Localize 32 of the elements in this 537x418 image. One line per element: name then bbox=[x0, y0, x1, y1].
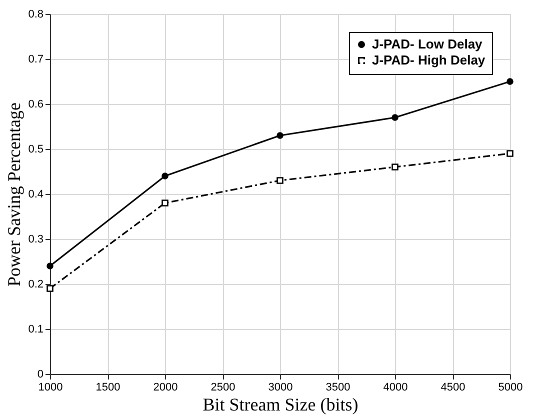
x-tick-label: 2000 bbox=[153, 382, 178, 394]
point bbox=[162, 200, 168, 206]
legend-label: J-PAD- High Delay bbox=[372, 52, 486, 68]
x-tick-label: 2500 bbox=[210, 382, 236, 394]
point bbox=[506, 150, 514, 157]
point bbox=[46, 262, 54, 270]
x-tick-label: 1000 bbox=[38, 382, 63, 394]
point bbox=[506, 78, 514, 85]
x-tick-label: 4500 bbox=[440, 382, 466, 394]
x-tick-label: 4000 bbox=[383, 382, 408, 394]
point bbox=[276, 177, 284, 184]
y-tick-label: 0.2 bbox=[28, 278, 44, 290]
x-tick-label: 1500 bbox=[96, 382, 120, 394]
x-tick-label: 3000 bbox=[268, 382, 293, 394]
point bbox=[46, 285, 54, 292]
y-axis-title: Power Saving Percentage bbox=[4, 102, 24, 286]
y-tick-label: 0.7 bbox=[28, 54, 44, 66]
y-tick-label: 0.4 bbox=[28, 188, 44, 200]
y-tick-label: 0.5 bbox=[28, 144, 44, 156]
y-tick-label: 0 bbox=[37, 368, 44, 380]
point bbox=[392, 164, 398, 170]
x-tick-label: 3500 bbox=[326, 382, 350, 394]
legend-label: J-PAD- Low Delay bbox=[372, 36, 484, 52]
x-axis-title: Bit Stream Size (bits) bbox=[202, 394, 358, 414]
point bbox=[276, 132, 284, 139]
y-tick-label: 0.1 bbox=[28, 324, 44, 336]
y-tick-label: 0.8 bbox=[28, 8, 44, 20]
point bbox=[162, 172, 168, 180]
x-tick-label: 5000 bbox=[498, 382, 523, 394]
y-tick-label: 0.6 bbox=[28, 98, 44, 110]
y-tick-label: 0.3 bbox=[28, 234, 44, 246]
point bbox=[392, 114, 398, 121]
